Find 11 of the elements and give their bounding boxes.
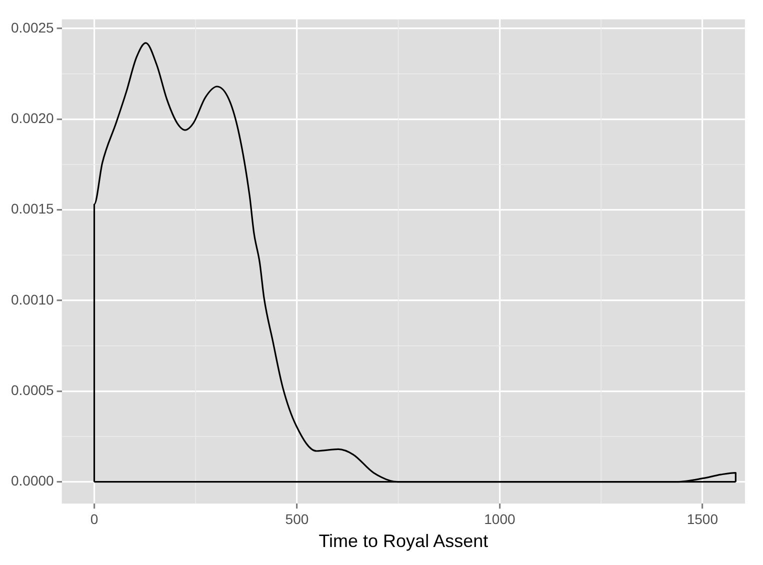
x-tick-label: 1500: [686, 510, 718, 527]
x-tick-label: 500: [285, 510, 309, 527]
x-axis-title: Time to Royal Assent: [318, 531, 488, 552]
y-tick-label: 0.0025: [10, 19, 54, 36]
y-tick-label: 0.0000: [10, 472, 54, 489]
y-tick-label: 0.0005: [10, 382, 54, 398]
x-tick-label: 1000: [484, 510, 516, 527]
x-tick-label: 0: [90, 510, 98, 527]
y-tick-label: 0.0010: [10, 291, 54, 308]
y-tick-label: 0.0015: [10, 200, 54, 217]
y-tick-label: 0.0020: [10, 110, 54, 126]
